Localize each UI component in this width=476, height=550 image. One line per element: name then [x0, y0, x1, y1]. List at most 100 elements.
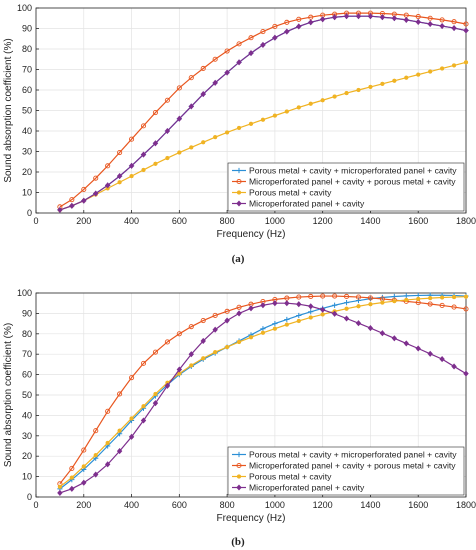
- x-axis-label: Frequency (Hz): [217, 513, 286, 524]
- data-point: [356, 304, 361, 309]
- data-point: [355, 294, 362, 300]
- data-point: [319, 16, 326, 23]
- data-point: [93, 175, 99, 181]
- y-tick-label: 100: [17, 3, 32, 13]
- data-point: [355, 320, 362, 327]
- legend-entry: Microperforated panel + cavity + porous …: [232, 177, 456, 187]
- data-point: [284, 322, 289, 327]
- data-point: [403, 340, 409, 347]
- data-point: [331, 310, 338, 317]
- data-point: [81, 479, 87, 486]
- legend-label: Microperforated panel + cavity: [249, 483, 365, 493]
- data-point: [164, 97, 170, 103]
- ticks: 0 200 400 600 800 1000 1200 1400 1600 1800 0 10 20 30…: [17, 3, 476, 226]
- data-point: [117, 428, 122, 433]
- data-point: [308, 309, 314, 315]
- ticks: 0 200 400 600 800 1000 1200 1400 1600 1800 0 10 20 30…: [17, 288, 476, 510]
- y-tick-label: 60: [22, 85, 32, 95]
- data-point: [236, 339, 242, 345]
- x-tick-label: 1000: [265, 500, 285, 510]
- data-point: [116, 173, 123, 180]
- data-point: [272, 113, 278, 118]
- data-point: [236, 41, 242, 47]
- legend-entry: Porous metal + cavity: [232, 472, 332, 482]
- y-tick-label: 20: [22, 451, 32, 461]
- data-point: [129, 375, 135, 381]
- data-point: [164, 127, 171, 135]
- x-tick-label: 1200: [313, 500, 333, 510]
- data-point: [296, 312, 302, 319]
- y-tick-label: 40: [22, 126, 32, 136]
- data-point: [463, 306, 469, 312]
- data-point: [284, 300, 290, 307]
- y-tick-label: 80: [22, 44, 32, 54]
- x-tick-label: 400: [124, 500, 139, 510]
- legend-entry: Porous metal + cavity: [232, 188, 332, 198]
- data-point: [391, 15, 398, 22]
- data-point: [319, 306, 326, 313]
- data-point: [260, 41, 266, 48]
- data-point: [200, 65, 206, 72]
- y-tick-label: 0: [27, 492, 32, 502]
- data-point: [116, 448, 123, 455]
- chart-a: 0 200 400 600 800 1000 1200 1400 1600 1800 0 10 20 30…: [3, 3, 476, 265]
- data-point: [236, 125, 242, 131]
- data-point: [69, 197, 75, 203]
- data-point: [129, 173, 134, 179]
- y-tick-label: 100: [17, 288, 32, 298]
- data-point: [153, 391, 158, 397]
- x-tick-label: 1000: [265, 216, 285, 226]
- data-point: [391, 335, 398, 342]
- legend-swatch-marker: [236, 474, 242, 479]
- data-point: [140, 151, 147, 158]
- panel-caption: (b): [231, 536, 245, 548]
- legend-swatch-marker: [236, 167, 242, 174]
- data-point: [236, 304, 242, 310]
- y-axis-label: Sound absorption coefficient (%): [3, 323, 14, 467]
- data-point: [451, 19, 457, 25]
- data-point: [296, 301, 302, 308]
- data-point: [368, 302, 373, 307]
- data-point: [284, 19, 290, 25]
- data-point: [248, 305, 254, 312]
- data-point: [463, 370, 469, 377]
- series-3: [57, 294, 469, 489]
- y-tick-label: 10: [22, 472, 32, 482]
- data-point: [93, 428, 99, 434]
- data-point: [308, 101, 313, 106]
- data-point: [272, 326, 278, 331]
- data-point: [284, 28, 290, 35]
- x-tick-label: 200: [76, 500, 91, 510]
- data-point: [403, 293, 409, 299]
- data-point: [140, 417, 147, 424]
- x-tick-label: 1400: [360, 216, 380, 226]
- data-point: [451, 294, 457, 300]
- data-point: [320, 312, 325, 317]
- data-point: [69, 475, 74, 480]
- x-tick-label: 600: [172, 500, 187, 510]
- y-tick-label: 70: [22, 65, 32, 75]
- data-point: [367, 295, 373, 301]
- data-point: [367, 325, 374, 332]
- data-point: [224, 69, 230, 76]
- y-tick-label: 90: [22, 24, 32, 34]
- data-point: [272, 34, 278, 41]
- data-point: [296, 294, 302, 300]
- data-point: [105, 440, 110, 446]
- data-point: [416, 296, 421, 302]
- data-point: [344, 90, 349, 96]
- data-point: [201, 356, 206, 361]
- data-point: [260, 330, 266, 335]
- y-tick-label: 10: [22, 188, 32, 198]
- data-point: [272, 321, 278, 327]
- legend-swatch-marker: [236, 200, 242, 207]
- data-point: [320, 98, 325, 103]
- data-point: [343, 13, 350, 20]
- data-point: [308, 19, 314, 26]
- data-point: [451, 304, 457, 310]
- data-point: [439, 356, 445, 363]
- data-point: [392, 78, 397, 83]
- data-point: [141, 404, 146, 409]
- data-point: [379, 14, 386, 21]
- data-point: [367, 13, 374, 20]
